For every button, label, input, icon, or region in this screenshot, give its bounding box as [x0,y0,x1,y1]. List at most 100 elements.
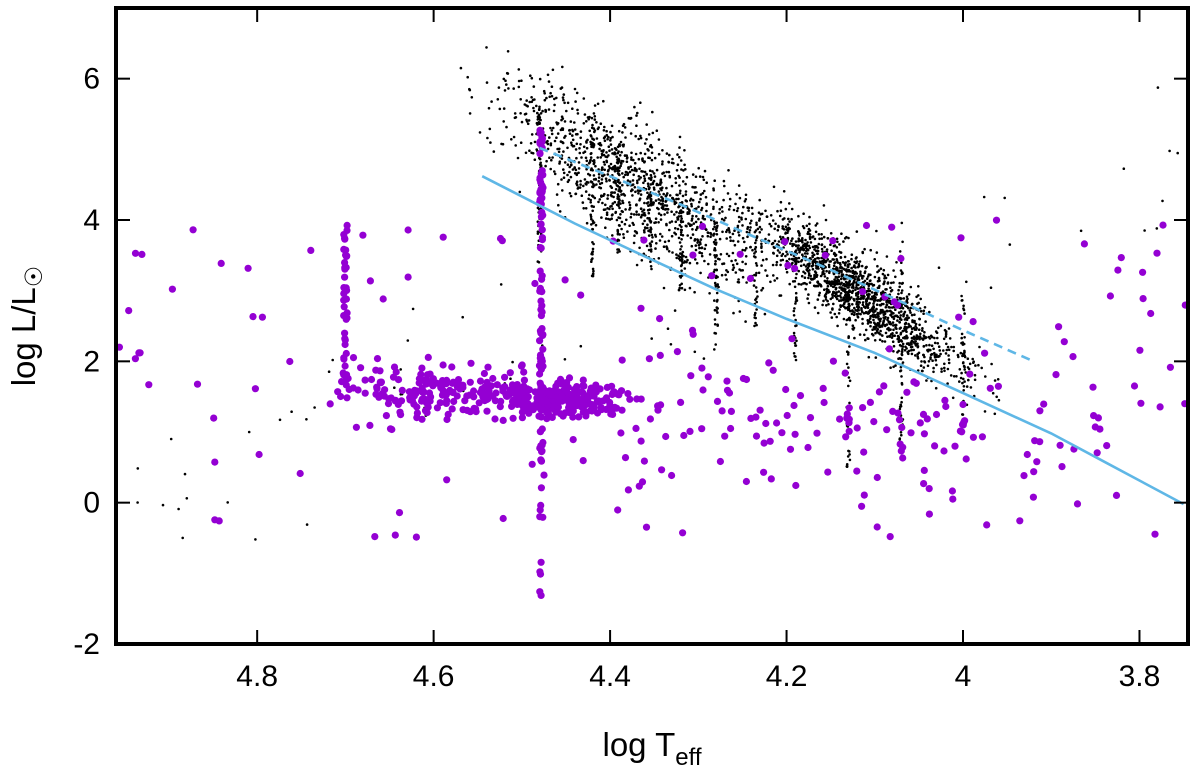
purple-sample-point [949,495,957,503]
black-sample-point [797,269,800,273]
black-sample-point [834,276,838,279]
black-sample-point [904,336,907,340]
black-sample-point [651,170,654,173]
black-sample-point [643,170,647,174]
black-sample-point [965,385,969,388]
black-sample-point [800,274,804,278]
purple-sample-point [537,501,545,509]
black-sample-point [547,108,551,111]
black-sample-point [713,268,716,272]
black-sample-point [773,239,777,243]
black-sample-point [670,234,674,238]
purple-sample-point [829,237,837,245]
black-sample-point [872,318,875,322]
black-sample-point [754,311,757,315]
black-sample-point [675,253,678,256]
black-sample-point [734,202,737,206]
black-sample-point [629,215,633,219]
black-sample-point [628,180,632,183]
black-sample-point [696,241,699,244]
black-sample-point [806,232,809,235]
black-sample-point [572,144,576,148]
black-sample-point [727,227,730,230]
x-axis-title-main: log T [602,726,675,763]
black-sample-point [745,230,749,234]
black-sample-point [702,357,706,360]
black-sample-point [917,328,921,332]
black-sample-point [536,230,540,233]
black-sample-point [856,277,859,281]
purple-sample-point [942,402,950,411]
black-sample-point [611,213,614,216]
black-sample-point [701,235,704,238]
black-sample-point [851,303,854,306]
black-sample-point [969,386,973,389]
black-sample-point [639,134,642,138]
black-sample-point [889,289,893,293]
black-sample-point [623,154,627,157]
black-sample-point [642,174,646,178]
black-sample-point [736,280,740,284]
black-sample-point [814,230,818,234]
black-sample-point [643,219,646,223]
purple-sample-point [536,570,545,578]
black-sample-point [537,108,541,111]
black-sample-point [563,161,567,164]
black-sample-point [718,237,722,241]
black-sample-point [519,98,522,101]
black-sample-point [840,270,843,274]
black-sample-point [900,383,904,386]
black-sample-point [933,341,937,345]
black-sample-point [662,286,666,290]
black-sample-point [901,306,905,310]
black-sample-point [713,248,716,252]
black-sample-point [816,249,819,252]
black-sample-point [732,311,735,315]
black-sample-point [837,290,841,293]
black-sample-point [616,251,619,254]
black-sample-point [603,163,606,166]
purple-sample-point [783,411,791,420]
purple-sample-point [1137,399,1145,407]
black-sample-point [591,267,595,271]
black-sample-point [615,203,619,207]
purple-sample-point [1093,449,1101,457]
black-sample-point [858,333,862,336]
black-sample-point [781,258,785,262]
black-sample-point [590,116,594,120]
black-sample-point [720,273,724,277]
black-sample-point [794,240,798,243]
black-sample-point [589,156,593,159]
black-sample-point [685,224,688,228]
black-sample-point [607,135,610,139]
black-sample-point [856,291,859,295]
black-sample-point [783,217,786,220]
purple-sample-point [520,376,529,384]
black-sample-point [639,215,643,219]
black-sample-point [545,96,548,100]
black-sample-point [526,122,530,126]
black-sample-point [847,236,850,240]
purple-sample-point [448,405,456,413]
black-sample-point [943,362,946,366]
black-sample-point [715,241,718,244]
black-sample-point [993,379,997,382]
black-sample-point [618,206,621,210]
black-sample-point [582,151,585,155]
black-sample-point [517,79,521,83]
black-sample-point [899,269,903,272]
black-sample-point [951,396,955,400]
black-sample-point [647,149,650,152]
black-sample-point [712,227,715,231]
black-sample-point [666,207,670,211]
purple-sample-point [131,355,139,363]
black-sample-point [590,135,593,138]
black-sample-point [771,241,775,245]
black-sample-point [886,335,889,339]
black-sample-point [900,433,903,437]
black-sample-point [599,156,602,159]
black-sample-point [513,112,517,115]
black-sample-point [579,130,583,133]
black-sample-point [960,336,963,340]
